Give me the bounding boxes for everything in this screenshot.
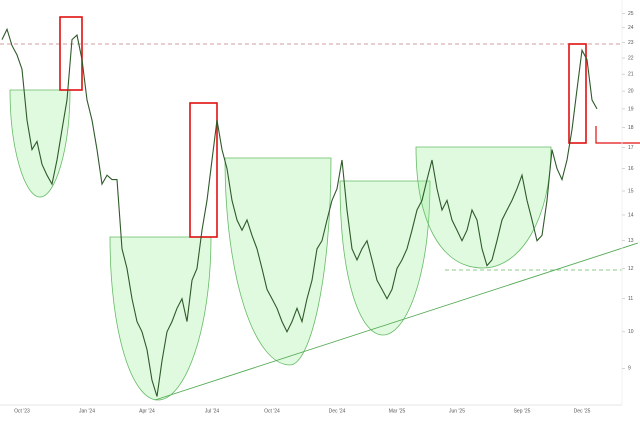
x-tick-label: Dec '24 bbox=[329, 408, 346, 414]
y-tick-label: 23 bbox=[628, 40, 634, 46]
cup-shape bbox=[415, 146, 552, 269]
annotations bbox=[0, 0, 640, 406]
cup-shape bbox=[109, 236, 212, 401]
y-tick-label: 18 bbox=[628, 125, 634, 131]
y-tick-label: 14 bbox=[628, 212, 634, 218]
y-tick-label: 20 bbox=[628, 88, 634, 94]
x-tick-label: Jan '24 bbox=[79, 408, 95, 414]
y-tick-label: 16 bbox=[628, 166, 634, 172]
y-tick-label: 24 bbox=[628, 25, 634, 31]
x-tick-label: Sep '25 bbox=[514, 408, 531, 414]
x-tick-label: Jul '24 bbox=[205, 408, 220, 414]
x-tick-label: Oct '24 bbox=[264, 408, 280, 414]
highlight-box bbox=[189, 102, 218, 238]
cup-shape bbox=[9, 89, 71, 198]
x-tick-label: Oct '23 bbox=[14, 408, 30, 414]
y-tick-label: 13 bbox=[628, 238, 634, 244]
price-line bbox=[1, 27, 598, 397]
trend-line bbox=[154, 242, 639, 401]
x-tick-label: Apr '24 bbox=[139, 408, 155, 414]
y-tick-label: 21 bbox=[628, 71, 634, 77]
x-tick-label: Dec '25 bbox=[574, 408, 591, 414]
y-tick-label: 17 bbox=[628, 145, 634, 151]
y-tick-label: 15 bbox=[628, 188, 634, 194]
stop-line bbox=[595, 126, 640, 144]
cup-shape bbox=[224, 157, 332, 366]
cup-shape bbox=[339, 180, 431, 336]
y-tick-label: 10 bbox=[628, 329, 634, 335]
y-tick-label: 12 bbox=[628, 266, 634, 272]
highlight-box bbox=[59, 16, 83, 91]
y-tick-label: 22 bbox=[628, 55, 634, 61]
y-tick-label: 9 bbox=[628, 366, 631, 372]
x-tick-label: Mar '25 bbox=[389, 408, 406, 414]
x-tick-label: Jun '25 bbox=[449, 408, 465, 414]
highlight-box bbox=[568, 43, 587, 144]
y-tick-label: 25 bbox=[628, 11, 634, 17]
y-tick-label: 19 bbox=[628, 106, 634, 112]
y-tick-label: 11 bbox=[628, 296, 633, 302]
